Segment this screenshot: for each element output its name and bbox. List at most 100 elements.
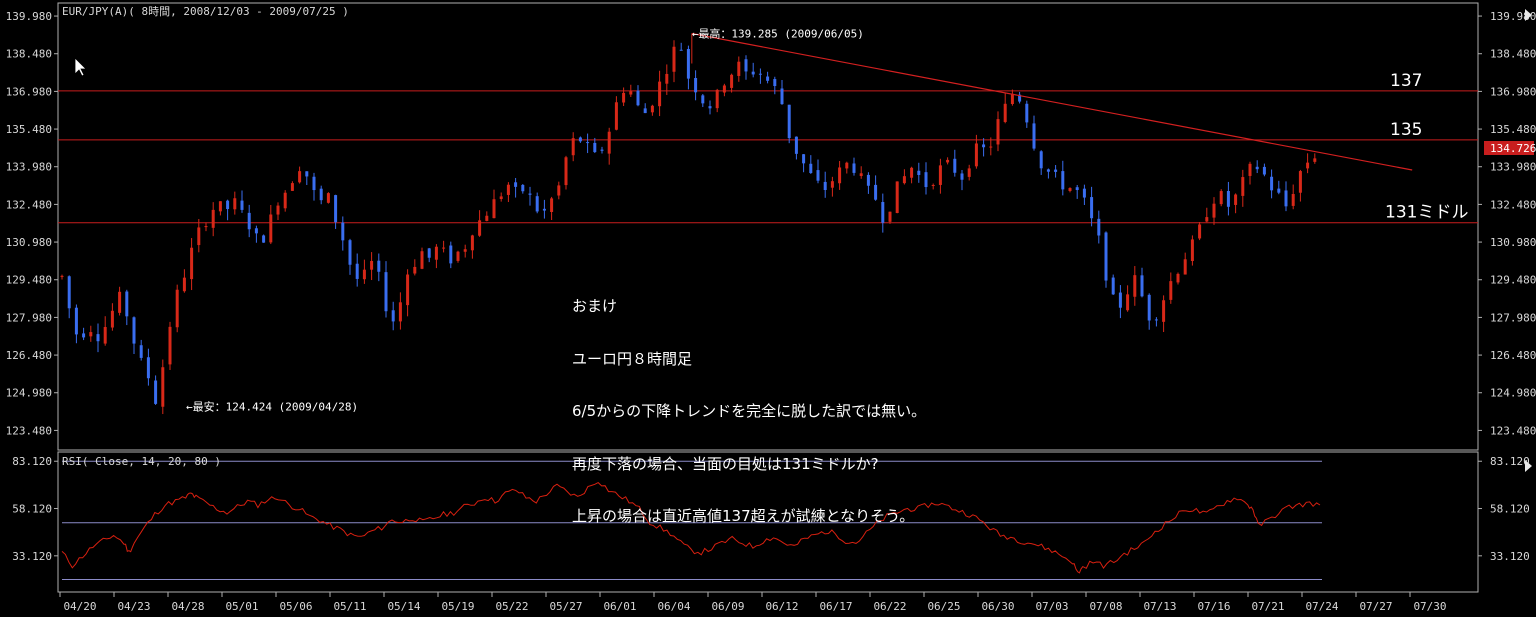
candle-body <box>146 357 150 379</box>
candle-body <box>326 193 330 203</box>
candle-body <box>377 260 381 272</box>
price-tick-label-left: 123.480 <box>6 424 52 437</box>
candle-body <box>1082 188 1086 198</box>
candle-body <box>1241 177 1245 196</box>
candle-body <box>175 289 179 328</box>
candle-body <box>1147 294 1151 321</box>
price-tick-label-left: 126.480 <box>6 349 52 362</box>
x-tick-label: 05/22 <box>495 600 528 613</box>
price-tick-label-left: 133.980 <box>6 161 52 174</box>
candle-body <box>269 214 273 243</box>
candle-body <box>636 90 640 106</box>
price-tick-label-left: 138.480 <box>6 48 52 61</box>
candle-body <box>701 95 705 104</box>
candle-body <box>398 302 402 322</box>
high-annotation: ←最高：139.285 (2009/06/05) <box>692 27 864 41</box>
memo-line: おまけ <box>572 297 618 315</box>
candle-body <box>103 327 107 344</box>
candle-body <box>607 131 611 154</box>
candle-body <box>211 209 215 228</box>
candle-body <box>262 235 266 243</box>
candle-body <box>1054 169 1058 172</box>
candle-body <box>82 333 86 338</box>
candle-body <box>1277 188 1281 193</box>
memo-line: 上昇の場合は直近高値137超えが試練となりそう。 <box>572 507 915 525</box>
chart-title: EUR/JPY(A)( 8時間, 2008/12/03 - 2009/07/25… <box>62 5 349 18</box>
candle-body <box>852 163 856 173</box>
candle-body <box>1025 103 1029 123</box>
x-tick-label: 06/25 <box>927 600 960 613</box>
rsi-scroll-right-icon[interactable] <box>1525 460 1532 472</box>
candle-body <box>1133 275 1137 297</box>
candle-body <box>960 173 964 180</box>
mouse-pointer-icon <box>74 57 87 77</box>
candle-body <box>1126 294 1130 311</box>
price-tick-label-right: 132.480 <box>1490 198 1536 211</box>
rsi-tick-label-right: 83.120 <box>1490 455 1530 468</box>
candle-body <box>586 142 590 144</box>
candle-body <box>564 157 568 186</box>
scroll-right-icon[interactable] <box>1525 9 1532 21</box>
current-price-tag <box>1484 140 1534 155</box>
price-tick-label-left: 130.980 <box>6 236 52 249</box>
candle-body <box>578 137 582 142</box>
candle-body <box>362 269 366 280</box>
x-tick-label: 05/14 <box>387 600 420 613</box>
candle-body <box>938 165 942 185</box>
price-tick-label-right: 130.980 <box>1490 236 1536 249</box>
candle-body <box>1003 103 1007 122</box>
candle-body <box>1219 191 1223 205</box>
rsi-tick-label-right: 58.120 <box>1490 503 1530 516</box>
candle-body <box>406 274 410 306</box>
rsi-tick-label-left: 33.120 <box>12 550 52 563</box>
candle-body <box>1284 190 1288 207</box>
candle-body <box>413 266 417 274</box>
x-tick-label: 05/01 <box>225 600 258 613</box>
x-tick-label: 07/03 <box>1035 600 1068 613</box>
candle-body <box>132 317 136 344</box>
candle-body <box>1018 94 1022 102</box>
candle-body <box>924 172 928 188</box>
candle-body <box>1262 166 1266 175</box>
x-tick-label: 06/12 <box>765 600 798 613</box>
candle-body <box>967 168 971 177</box>
candle-body <box>535 196 539 212</box>
x-tick-label: 06/09 <box>711 600 744 613</box>
candle-body <box>744 59 748 72</box>
candle-body <box>161 367 165 407</box>
price-tick-label-left: 139.980 <box>6 10 52 23</box>
candle-body <box>1298 171 1302 193</box>
candle-body <box>730 74 734 88</box>
x-tick-label: 04/20 <box>63 600 96 613</box>
candle-body <box>809 163 813 173</box>
candle-body <box>60 275 64 277</box>
candle-body <box>1183 259 1187 275</box>
price-tick-label-left: 129.480 <box>6 274 52 287</box>
candle-body <box>67 276 71 309</box>
candle-body <box>679 49 683 51</box>
candle-body <box>946 159 950 163</box>
candle-body <box>226 200 230 210</box>
memo-line: ユーロ円８時間足 <box>572 349 693 368</box>
candle-body <box>715 89 719 109</box>
candle-body <box>1090 197 1094 219</box>
candle-body <box>190 247 194 280</box>
candle-body <box>1104 232 1108 281</box>
candle-body <box>96 334 100 342</box>
candle-body <box>1075 187 1079 191</box>
candle-body <box>1313 158 1317 162</box>
candle-body <box>665 73 669 84</box>
candle-body <box>1140 275 1144 297</box>
x-tick-label: 06/01 <box>603 600 636 613</box>
price-tick-label-right: 136.980 <box>1490 85 1536 98</box>
candle-body <box>881 202 885 223</box>
candle-body <box>254 228 258 234</box>
candle-body <box>895 181 899 213</box>
price-tick-label-right: 138.480 <box>1490 48 1536 61</box>
candle-body <box>1061 171 1065 190</box>
x-tick-label: 07/24 <box>1305 600 1338 613</box>
candle-body <box>420 251 424 269</box>
candle-body <box>953 158 957 173</box>
candle-body <box>1255 166 1259 170</box>
